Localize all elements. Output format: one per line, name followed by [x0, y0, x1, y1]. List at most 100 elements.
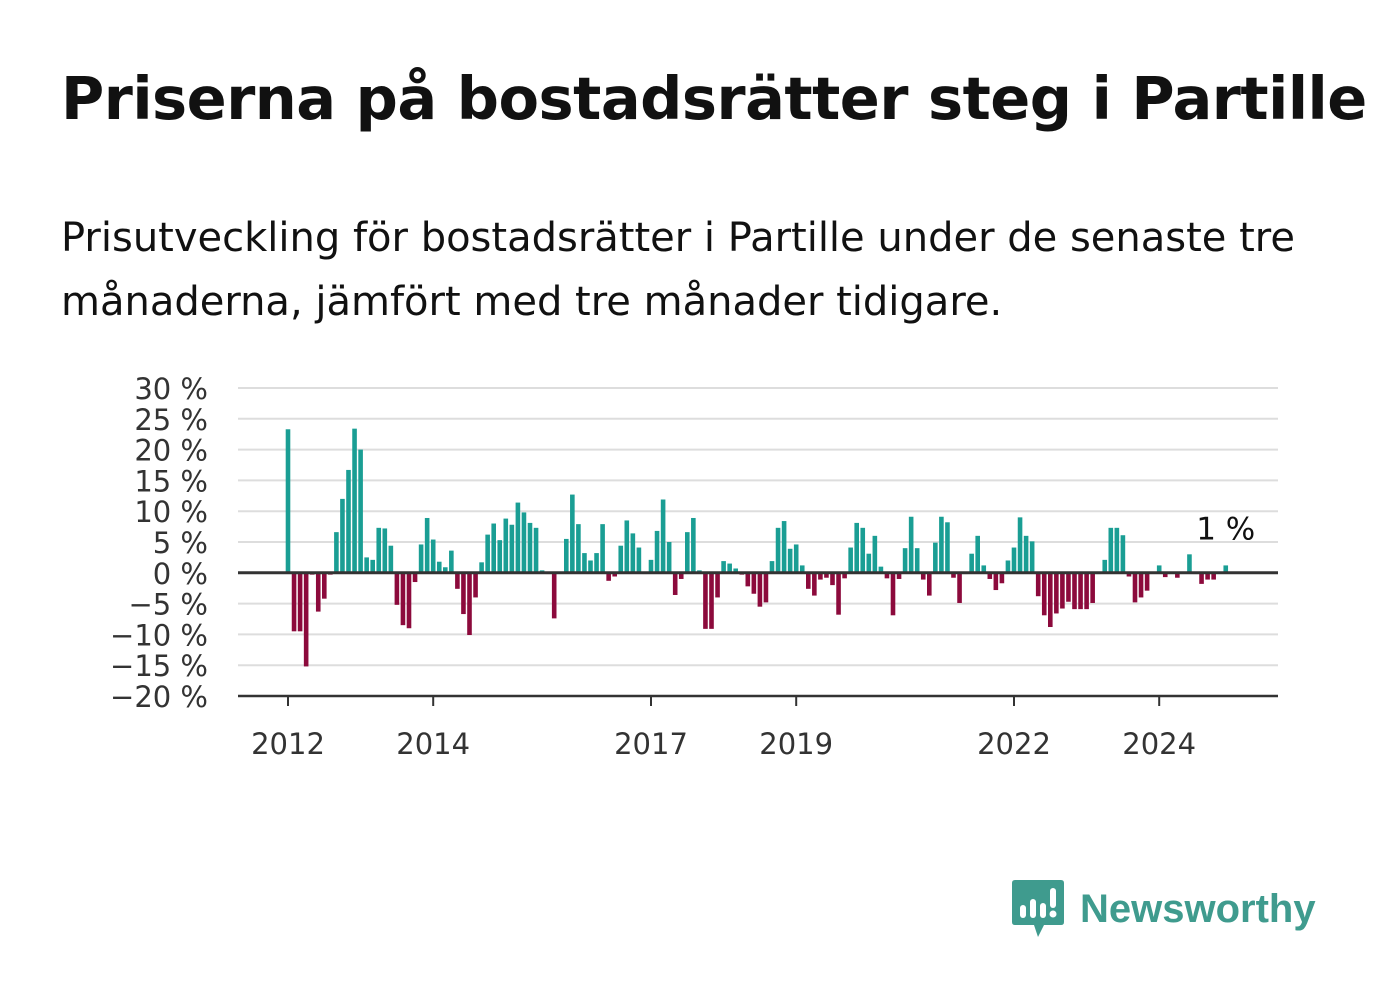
bar: [1156, 565, 1162, 573]
bar: [1223, 565, 1229, 573]
bar: [588, 560, 593, 573]
bar: [388, 545, 394, 573]
gridlines: [238, 387, 1278, 667]
bar: [812, 572, 817, 596]
bar: [793, 544, 799, 573]
bar: [1199, 572, 1204, 584]
bar: [315, 572, 321, 612]
bar: [914, 548, 920, 573]
bar: [920, 572, 926, 580]
bar: [600, 524, 605, 573]
bar: [715, 572, 720, 598]
x-tick-label: 2012: [251, 727, 325, 761]
bar: [830, 572, 835, 586]
bar: [1066, 572, 1071, 602]
bars: [285, 428, 1229, 667]
bar: [987, 572, 993, 579]
bar: [1114, 527, 1120, 573]
bar: [884, 572, 890, 579]
bar: [854, 522, 859, 573]
bar: [612, 572, 617, 577]
bar: [866, 553, 872, 573]
bar: [406, 572, 412, 629]
bar: [346, 469, 351, 573]
bar: [927, 572, 932, 596]
bar: [757, 572, 763, 607]
bar: [654, 530, 660, 573]
bar: [400, 572, 406, 626]
bar: [1205, 572, 1210, 580]
y-tick-label: −15 %: [110, 649, 208, 683]
bar: [564, 538, 569, 573]
bar: [1005, 560, 1011, 573]
bar: [1126, 572, 1132, 577]
bar: [945, 522, 950, 573]
bar: [533, 527, 539, 573]
bar: [727, 563, 732, 573]
bar: [939, 516, 944, 573]
bar: [721, 561, 726, 573]
bar: [521, 512, 527, 573]
bar: [751, 572, 757, 594]
bar: [1060, 572, 1065, 609]
x-tick-label: 2024: [1122, 727, 1196, 761]
bar: [999, 572, 1005, 584]
bar: [733, 568, 738, 573]
bar: [624, 520, 630, 573]
x-tick-label: 2019: [759, 727, 833, 761]
bar: [291, 572, 297, 632]
bar: [461, 572, 466, 615]
brand-name: Newsworthy: [1080, 886, 1316, 931]
bar: [933, 542, 938, 573]
bar: [479, 562, 484, 573]
bar: [485, 534, 490, 573]
bar: [364, 557, 369, 573]
bar: [842, 572, 847, 579]
bar: [806, 572, 811, 589]
bar: [376, 527, 382, 573]
bar: [763, 572, 769, 603]
bar: [594, 553, 599, 573]
bar: [957, 572, 962, 603]
bar: [1054, 572, 1059, 614]
bar: [787, 548, 793, 573]
bar: [703, 572, 708, 629]
bar: [781, 521, 787, 573]
bar: [666, 542, 672, 573]
x-tick-label: 2022: [977, 727, 1051, 761]
bar: [890, 572, 896, 616]
bar: [515, 502, 521, 573]
bar: [449, 550, 454, 573]
bar: [775, 527, 781, 573]
bar: [467, 572, 472, 636]
bar: [1175, 572, 1180, 578]
bar: [618, 545, 624, 573]
bar: [1144, 572, 1150, 591]
bar: [1023, 535, 1029, 573]
bar: [418, 544, 424, 573]
bar: [709, 572, 714, 629]
bar: [860, 527, 866, 573]
bar: [1072, 572, 1077, 610]
bar: [370, 559, 375, 573]
bar: [443, 567, 448, 573]
bar-chart: 30 %25 %20 %15 %10 %5 %0 %−5 %−10 %−15 %…: [110, 372, 1278, 761]
bar: [1011, 547, 1017, 573]
y-tick-label: −5 %: [128, 588, 208, 622]
bar: [636, 547, 642, 573]
bar: [582, 553, 587, 573]
bar: [352, 428, 357, 573]
chart-subtitle: Prisutveckling för bostadsrätter i Parti…: [61, 215, 1295, 325]
chart-speech-bubble-icon: [1012, 880, 1064, 937]
bar: [424, 517, 430, 573]
bar: [430, 539, 436, 573]
bar: [981, 565, 987, 573]
axes: [238, 571, 1278, 706]
bar: [491, 523, 496, 573]
y-tick-label: 10 %: [134, 495, 208, 529]
bar: [908, 516, 914, 573]
y-tick-label: 15 %: [134, 464, 208, 498]
bar: [436, 561, 442, 573]
y-tick-label: 25 %: [134, 403, 208, 437]
chart-title: Priserna på bostadsrätter steg i Partill…: [61, 64, 1367, 133]
